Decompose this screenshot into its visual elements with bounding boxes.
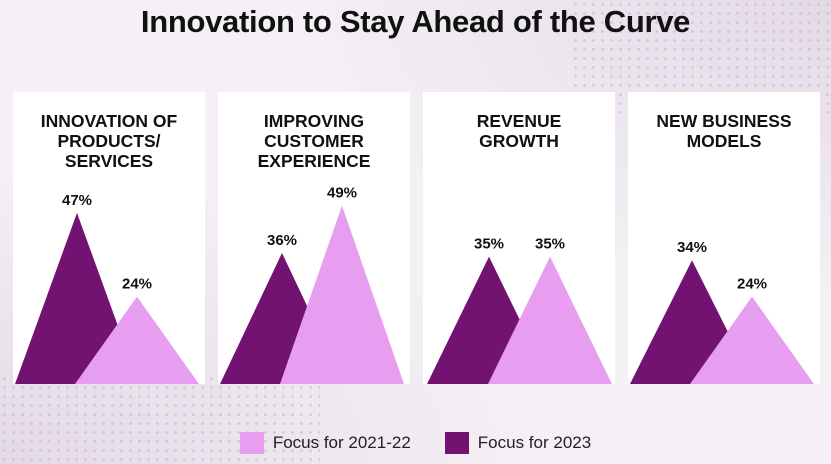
legend-swatch-2021-22 [239,432,264,454]
value-label-2021-22: 24% [737,276,767,293]
legend-swatch-2023 [444,432,469,454]
chart-panel: IMPROVING CUSTOMER EXPERIENCE 36% 49% [218,92,410,384]
legend: Focus for 2021-22 Focus for 2023 [0,432,831,454]
triangle-focus-2021-22 [280,205,404,384]
panel-plot: 34% 24% [630,239,814,384]
value-label-2023: 34% [677,239,707,256]
value-label-2023: 35% [474,236,504,253]
legend-item-2023: Focus for 2023 [444,432,592,454]
triangle-focus-2021-22 [488,256,612,384]
triangle-focus-2021-22 [690,296,814,384]
panel-title: NEW BUSINESS MODELS [656,111,792,151]
panel-title: IMPROVING CUSTOMER EXPERIENCE [257,111,371,171]
panel-title: REVENUE GROWTH [476,111,562,151]
chart-title: Innovation to Stay Ahead of the Curve [140,4,691,39]
decorative-dots [0,374,320,464]
panel-title: INNOVATION OF PRODUCTS/ SERVICES [40,111,178,171]
value-label-2021-22: 49% [327,185,357,202]
value-label-2021-22: 35% [535,236,565,253]
legend-item-2021-22: Focus for 2021-22 [239,432,411,454]
value-label-2023: 47% [62,192,92,209]
legend-label-2023: Focus for 2023 [477,433,592,452]
chart-panel: INNOVATION OF PRODUCTS/ SERVICES 47% 24% [13,92,205,384]
panel-plot: 35% 35% [427,236,612,384]
triangle-focus-2021-22 [75,296,199,384]
panel-plot: 36% 49% [220,185,404,384]
chart-panel: NEW BUSINESS MODELS 34% 24% [628,92,820,384]
panel-plot: 47% 24% [15,192,199,384]
value-label-2023: 36% [267,232,297,249]
legend-label-2021-22: Focus for 2021-22 [272,433,411,452]
chart-panel: REVENUE GROWTH 35% 35% [423,92,615,384]
value-label-2021-22: 24% [122,276,152,293]
